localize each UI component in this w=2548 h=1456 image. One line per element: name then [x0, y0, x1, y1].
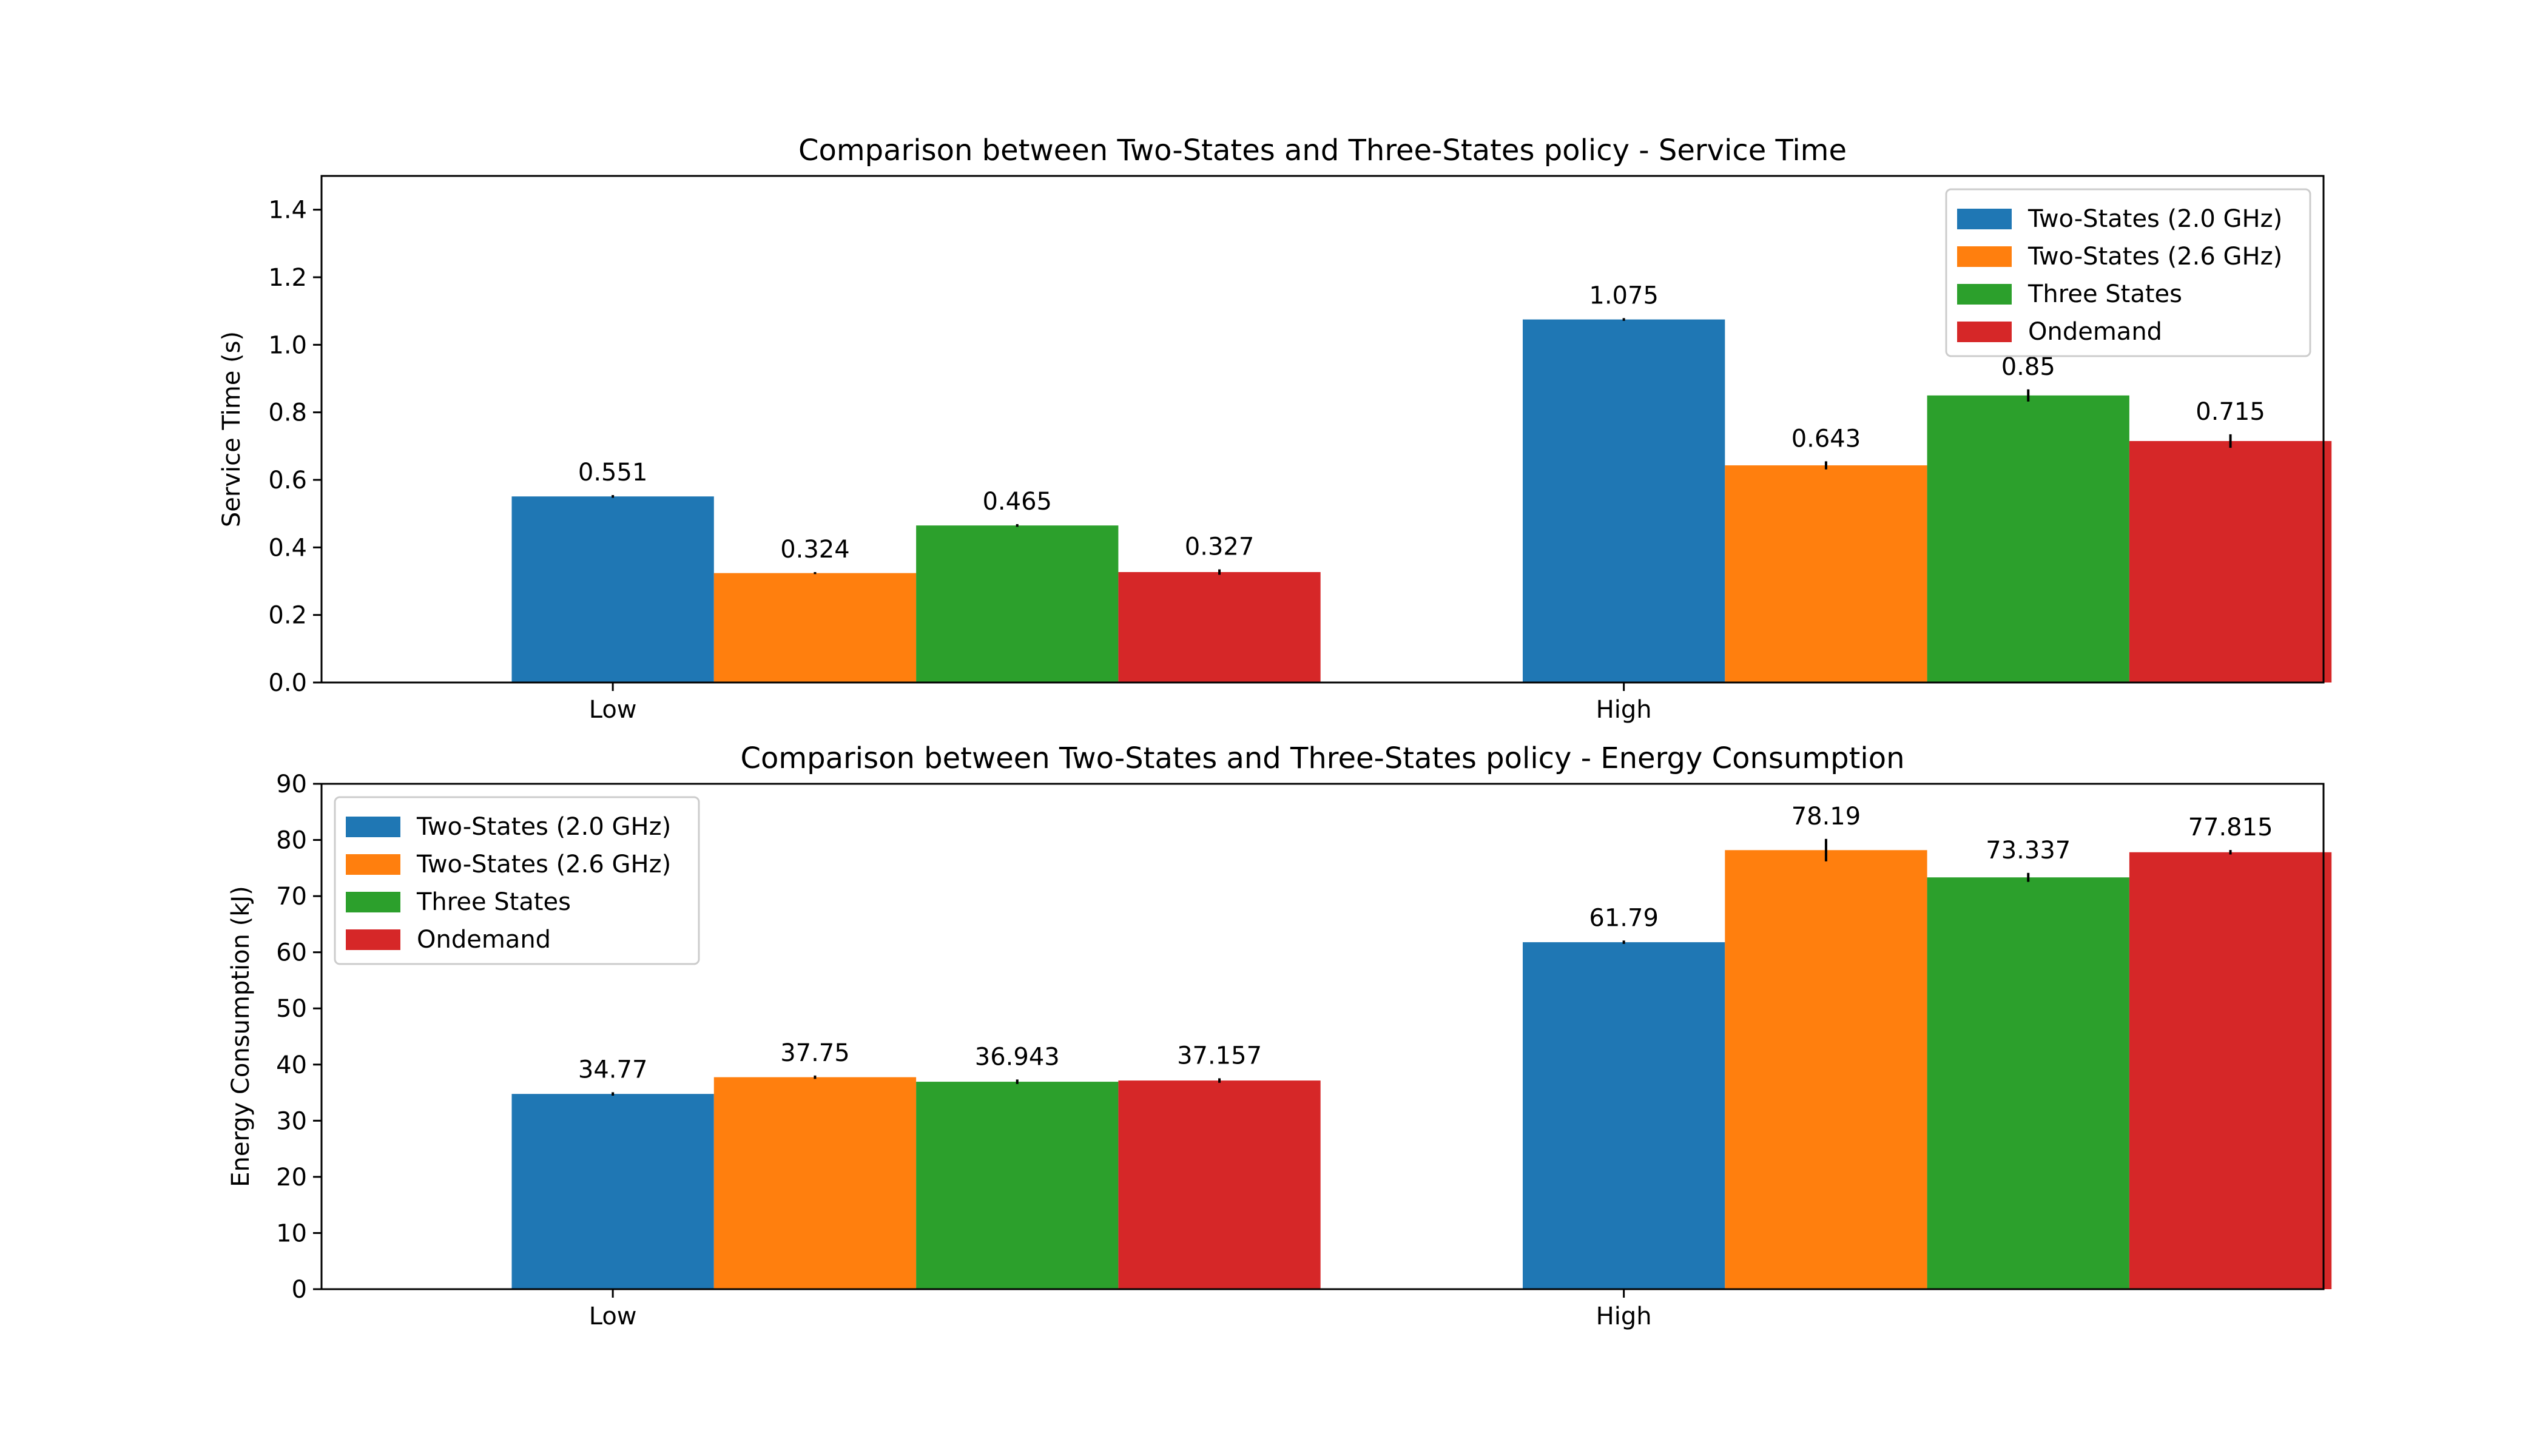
bar-low-series-0 [511, 496, 714, 682]
legend-swatch [346, 892, 400, 912]
bar-low-series-0 [511, 1094, 714, 1289]
data-label: 0.551 [578, 459, 648, 487]
data-label: 0.465 [982, 488, 1052, 516]
legend-swatch [346, 929, 400, 950]
plot-frame [320, 175, 2325, 684]
bar-high-series-3 [2129, 440, 2332, 682]
legend-box [1945, 188, 2311, 357]
bar-high-series-1 [1725, 850, 1927, 1289]
y-tick-label: 0.2 [268, 602, 307, 630]
chart-0: Comparison between Two-States and Three-… [218, 133, 2332, 724]
data-label: 73.337 [1986, 837, 2071, 864]
bar-low-series-3 [1118, 1080, 1321, 1289]
data-label: 0.715 [2196, 398, 2265, 426]
data-label: 34.77 [578, 1056, 648, 1084]
y-tick-label: 30 [276, 1107, 307, 1135]
legend-box [334, 796, 700, 965]
legend-swatch [346, 817, 400, 837]
y-tick-label: 70 [276, 883, 307, 911]
x-tick-label: High [1596, 1303, 1652, 1330]
bar-low-series-1 [713, 573, 917, 682]
data-label: 37.157 [1177, 1042, 1262, 1070]
legend-swatch [346, 854, 400, 875]
x-tick-label: High [1596, 696, 1652, 724]
y-axis-label: Service Time (s) [218, 331, 246, 527]
legend-swatch [1957, 209, 2012, 229]
y-tick-label: 1.2 [268, 264, 307, 292]
y-tick-label: 60 [276, 939, 307, 967]
legend-label: Ondemand [2028, 318, 2162, 346]
legend-label: Two-States (2.6 GHz) [2027, 243, 2282, 271]
bar-low-series-1 [713, 1077, 917, 1289]
legend-label: Two-States (2.0 GHz) [2027, 205, 2282, 233]
data-label: 78.19 [1791, 803, 1861, 831]
bar-high-series-2 [1927, 877, 2129, 1289]
data-label: 36.943 [975, 1043, 1060, 1071]
y-tick-label: 1.4 [268, 197, 307, 224]
y-tick-label: 0.6 [268, 467, 307, 494]
bar-low-series-2 [916, 525, 1119, 682]
data-label: 61.79 [1589, 904, 1659, 932]
bar-low-series-3 [1118, 571, 1321, 682]
x-tick-label: Low [589, 1303, 637, 1330]
y-tick-label: 40 [276, 1051, 307, 1079]
data-label: 0.643 [1791, 425, 1861, 453]
plot-frame [320, 783, 2325, 1290]
data-label: 37.75 [780, 1039, 850, 1067]
chart-title: Comparison between Two-States and Three-… [740, 741, 1904, 775]
legend-label: Three States [2027, 280, 2182, 308]
bar-low-series-2 [916, 1082, 1119, 1289]
x-tick-label: Low [589, 696, 637, 724]
y-tick-label: 0.0 [268, 669, 307, 697]
chart-1: Comparison between Two-States and Three-… [227, 741, 2332, 1330]
bar-high-series-2 [1927, 395, 2129, 682]
legend-label: Two-States (2.0 GHz) [416, 813, 671, 841]
legend-swatch [1957, 284, 2012, 305]
legend-label: Two-States (2.6 GHz) [416, 851, 671, 878]
y-tick-label: 1.0 [268, 331, 307, 359]
data-label: 0.324 [780, 536, 850, 564]
data-label: 77.815 [2188, 814, 2273, 841]
bar-high-series-1 [1725, 465, 1927, 682]
legend-swatch [1957, 246, 2012, 267]
bar-high-series-3 [2129, 852, 2332, 1289]
y-tick-label: 80 [276, 827, 307, 855]
y-tick-label: 50 [276, 995, 307, 1023]
legend-label: Three States [416, 888, 571, 916]
y-tick-label: 0 [292, 1276, 307, 1304]
y-tick-label: 90 [276, 770, 307, 798]
charts-container: Comparison between Two-States and Three-… [218, 133, 2332, 1330]
bar-high-series-0 [1523, 942, 1725, 1289]
y-tick-label: 0.4 [268, 534, 307, 562]
chart-title: Comparison between Two-States and Three-… [798, 133, 1847, 167]
y-tick-label: 20 [276, 1164, 307, 1191]
y-tick-label: 0.8 [268, 399, 307, 427]
y-tick-label: 10 [276, 1219, 307, 1247]
data-label: 0.327 [1185, 533, 1255, 561]
legend-label: Ondemand [417, 926, 551, 954]
bar-high-series-0 [1523, 319, 1725, 682]
data-label: 0.85 [2001, 353, 2055, 381]
data-label: 1.075 [1589, 281, 1659, 309]
legend-swatch [1957, 322, 2012, 342]
y-axis-label: Energy Consumption (kJ) [227, 886, 255, 1187]
